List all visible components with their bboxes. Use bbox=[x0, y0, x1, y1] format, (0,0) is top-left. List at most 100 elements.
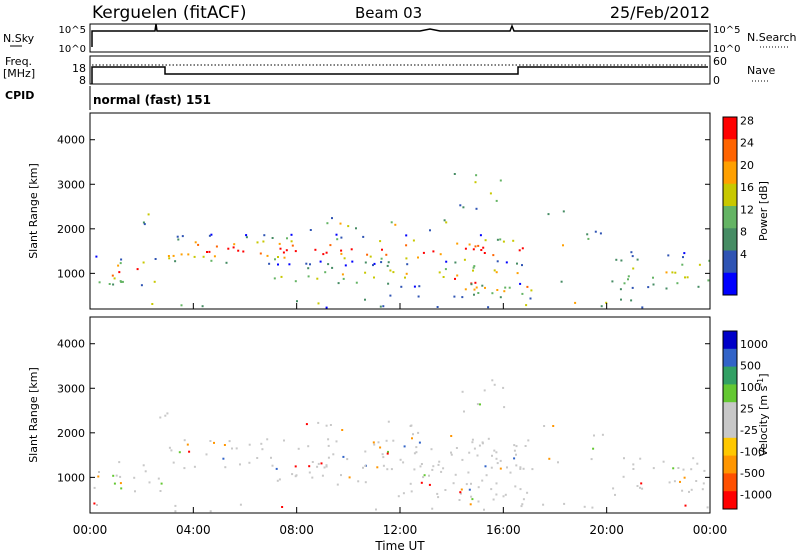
echo-cell bbox=[121, 280, 124, 283]
echo-cell bbox=[194, 241, 197, 244]
echo-cell bbox=[599, 232, 602, 235]
echo-cell bbox=[461, 390, 464, 393]
echo-cell bbox=[319, 260, 322, 263]
echo-cell bbox=[281, 506, 284, 508]
power-cbar-frame bbox=[722, 116, 738, 296]
echo-cell bbox=[316, 465, 319, 468]
echo-cell bbox=[519, 467, 522, 470]
echo-cell bbox=[245, 234, 248, 237]
echo-cell bbox=[525, 304, 528, 307]
echo-cell bbox=[477, 486, 480, 489]
echo-cell bbox=[702, 482, 705, 485]
velocity-panel: Slant Range [km] 4000 3000 2000 1000 1000 50… bbox=[27, 303, 772, 553]
echo-cell bbox=[277, 256, 279, 258]
echo-cell bbox=[271, 464, 274, 467]
echo-cell bbox=[290, 240, 293, 243]
echo-cell bbox=[417, 295, 420, 298]
echo-cell bbox=[294, 280, 297, 283]
echo-cell bbox=[493, 383, 496, 386]
nsky-trace bbox=[91, 23, 708, 47]
echo-cell bbox=[495, 493, 498, 496]
velocity-cbar-swatch bbox=[723, 455, 737, 474]
echo-cell bbox=[341, 429, 344, 431]
echo-cell bbox=[248, 443, 251, 446]
nsky-tick-top: 10^5 bbox=[59, 25, 86, 36]
echo-cell bbox=[417, 256, 419, 259]
echo-cell bbox=[489, 192, 492, 195]
echo-cell bbox=[688, 490, 690, 493]
echo-cell bbox=[470, 283, 473, 286]
echo-cell bbox=[387, 450, 389, 453]
echo-cell bbox=[277, 263, 279, 266]
echo-cell bbox=[474, 281, 477, 284]
echo-cell bbox=[325, 464, 328, 467]
echo-cell bbox=[652, 283, 655, 286]
power-cbar-swatch bbox=[723, 206, 737, 229]
echo-cell bbox=[375, 508, 377, 511]
echo-cell bbox=[422, 251, 425, 254]
echo-cell bbox=[380, 257, 383, 260]
echo-cell bbox=[468, 243, 471, 246]
velocity-cbar-swatch bbox=[723, 384, 737, 403]
power-cbar-swatch bbox=[723, 272, 737, 296]
echo-cell bbox=[174, 260, 177, 263]
echo-cell bbox=[502, 240, 505, 243]
echo-cell bbox=[348, 476, 351, 479]
echo-cell bbox=[505, 261, 508, 264]
freq-tick-top: 18 bbox=[72, 62, 86, 75]
velocity-cbar-tick: 25 bbox=[740, 403, 754, 416]
echo-cell bbox=[403, 445, 406, 448]
echo-cell bbox=[418, 285, 421, 288]
echo-cell bbox=[419, 465, 422, 468]
echo-cell bbox=[475, 207, 478, 210]
echo-cell bbox=[278, 478, 281, 481]
echo-cell bbox=[438, 271, 441, 274]
velocity-cbar-label-end: ] bbox=[757, 373, 770, 377]
echo-cell bbox=[695, 480, 698, 482]
echo-cell bbox=[471, 498, 474, 501]
echo-cell bbox=[314, 248, 317, 251]
echo-cell bbox=[344, 264, 347, 267]
echo-cell bbox=[493, 449, 496, 452]
ytick-label: 2000 bbox=[57, 223, 85, 236]
echo-cell bbox=[462, 206, 465, 209]
echo-cell bbox=[474, 181, 477, 184]
echo-cell bbox=[499, 296, 502, 299]
echo-cell bbox=[522, 498, 525, 501]
echo-cell bbox=[136, 268, 139, 271]
echo-cell bbox=[340, 474, 342, 477]
echo-cell bbox=[465, 483, 468, 486]
echo-cell bbox=[206, 251, 208, 253]
echo-cell bbox=[307, 275, 310, 278]
echo-cell bbox=[672, 467, 675, 470]
echo-cell bbox=[531, 468, 534, 471]
echo-cell bbox=[630, 299, 633, 302]
echo-cell bbox=[557, 461, 559, 464]
echo-cell bbox=[176, 235, 179, 238]
echo-cell bbox=[208, 234, 211, 237]
echo-cell bbox=[386, 264, 389, 267]
echo-cell bbox=[652, 467, 655, 470]
echo-cell bbox=[459, 204, 462, 207]
echo-cell bbox=[307, 445, 310, 448]
echo-cell bbox=[379, 305, 382, 308]
echo-cell bbox=[491, 379, 494, 382]
echo-cell bbox=[167, 255, 170, 257]
echo-cell bbox=[380, 261, 383, 264]
echo-cell bbox=[172, 254, 175, 257]
power-cbar-tick: 12 bbox=[740, 203, 754, 216]
velocity-cbar-label-main: Velocity [m s bbox=[757, 385, 770, 456]
echo-cell bbox=[339, 222, 342, 225]
echo-cell bbox=[485, 474, 488, 477]
echo-cell bbox=[390, 221, 393, 224]
echo-cell bbox=[423, 474, 426, 477]
echo-cell bbox=[454, 277, 456, 280]
echo-cell bbox=[512, 239, 515, 242]
echo-cell bbox=[701, 488, 704, 491]
echo-cell bbox=[492, 498, 495, 501]
echo-cell bbox=[472, 269, 474, 272]
echo-cell bbox=[402, 461, 405, 464]
xtick-label: 04:00 bbox=[176, 523, 211, 537]
echo-cell bbox=[159, 416, 162, 419]
